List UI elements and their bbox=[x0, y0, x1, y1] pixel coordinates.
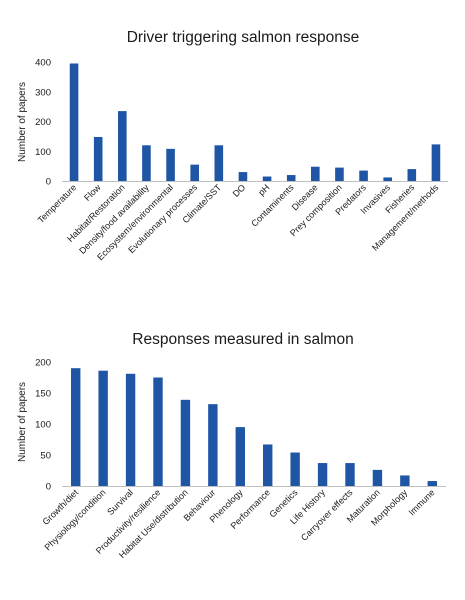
bar bbox=[431, 144, 441, 181]
bar bbox=[262, 176, 272, 181]
bars bbox=[69, 63, 441, 181]
bar bbox=[180, 399, 191, 486]
x-tick-label: pH bbox=[256, 182, 271, 197]
y-tick-label: 100 bbox=[35, 420, 51, 431]
bar bbox=[98, 370, 108, 486]
bar bbox=[290, 452, 300, 486]
y-tick-label: 50 bbox=[40, 451, 51, 462]
bar bbox=[372, 469, 383, 486]
bar bbox=[407, 169, 417, 181]
bar bbox=[71, 368, 81, 486]
x-tick-label: Flow bbox=[82, 182, 103, 203]
bar bbox=[359, 170, 368, 181]
y-tick-label: 100 bbox=[35, 147, 51, 158]
chart-title: Driver triggering salmon response bbox=[127, 29, 360, 46]
category-labels: Temperature FlowHabitat/RestorationDensit… bbox=[36, 182, 441, 262]
chart-title: Responses measured in salmon bbox=[132, 331, 353, 348]
y-tick-label: 200 bbox=[35, 117, 51, 128]
category-labels: Growth/dietPhysiology/conditionSurvivalP… bbox=[41, 487, 437, 560]
bar bbox=[190, 164, 199, 181]
y-tick-label: 200 bbox=[35, 358, 51, 369]
x-tick-label: DO bbox=[231, 182, 248, 199]
bar bbox=[214, 145, 224, 181]
bar bbox=[235, 427, 245, 486]
bar bbox=[69, 63, 79, 181]
y-axis-label: Number of papers bbox=[17, 82, 28, 162]
chart-responses: Responses measured in salmon Number of p… bbox=[17, 331, 446, 560]
bar bbox=[208, 404, 218, 486]
bars bbox=[71, 368, 437, 486]
bar bbox=[263, 444, 273, 486]
bar bbox=[93, 136, 103, 181]
bar bbox=[286, 175, 296, 181]
bar bbox=[345, 463, 355, 486]
y-tick-label: 0 bbox=[46, 482, 51, 493]
y-tick-label: 150 bbox=[35, 389, 51, 400]
bar bbox=[427, 481, 437, 486]
bar bbox=[311, 166, 320, 181]
chart-drivers: Driver triggering salmon response Number… bbox=[17, 29, 448, 262]
y-tick-label: 400 bbox=[35, 58, 51, 69]
y-ticks: 0 100 200 300 400 bbox=[35, 58, 51, 188]
x-tick-label: Temperature bbox=[36, 182, 79, 225]
bar bbox=[153, 377, 163, 486]
x-tick-label: Immune bbox=[407, 487, 437, 517]
y-tick-label: 0 bbox=[46, 177, 51, 188]
bar bbox=[166, 148, 175, 181]
bar bbox=[238, 172, 248, 181]
y-tick-label: 300 bbox=[35, 87, 51, 98]
bar bbox=[383, 177, 392, 181]
bar bbox=[400, 475, 410, 486]
bar bbox=[118, 111, 127, 181]
y-ticks: 0 50 100 150 200 bbox=[35, 358, 51, 493]
y-axis-label: Number of papers bbox=[17, 382, 28, 462]
bar bbox=[335, 167, 344, 181]
bar bbox=[317, 463, 328, 486]
bar bbox=[142, 145, 151, 181]
bar bbox=[125, 373, 136, 486]
